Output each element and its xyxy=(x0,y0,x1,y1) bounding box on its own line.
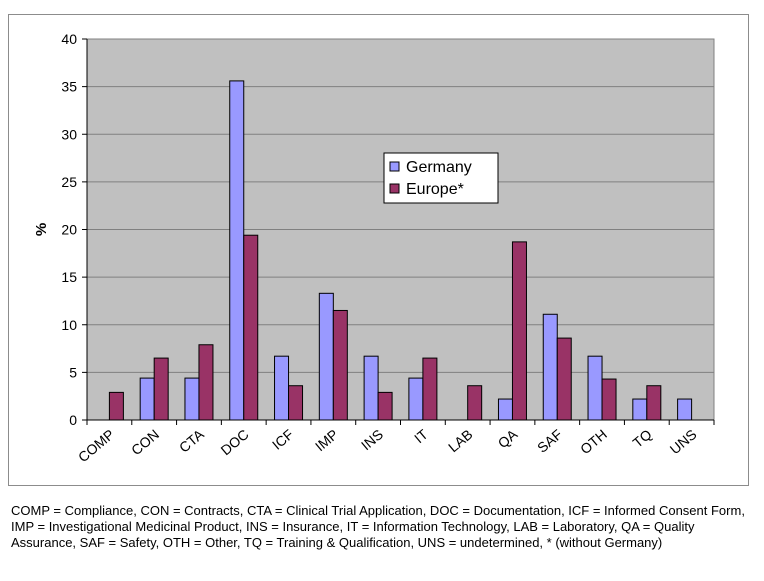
chart-caption: COMP = Compliance, CON = Contracts, CTA … xyxy=(11,503,745,550)
bar-germany-qa xyxy=(497,398,513,421)
legend-box xyxy=(383,152,499,204)
x-tick-label: CTA xyxy=(176,426,207,456)
bar-germany-it xyxy=(408,377,424,421)
bar-germany-con xyxy=(139,377,155,421)
y-tick-label: 15 xyxy=(61,269,77,285)
legend-label-germany: Germany xyxy=(406,159,472,176)
bar-europe-lab xyxy=(467,385,483,421)
bar-germany-uns xyxy=(677,398,693,421)
bar-europe-con xyxy=(153,357,169,421)
x-tick-label: TQ xyxy=(630,426,655,451)
y-tick-label: 30 xyxy=(61,126,77,142)
chart-frame: 0 5 10 15 20 25 30 35 40% COMP CON CTA DOC ICF IMP INS I… xyxy=(8,14,749,486)
x-tick-label: LAB xyxy=(445,426,476,455)
x-tick-label: UNS xyxy=(667,426,700,457)
bar-europe-tq xyxy=(646,385,662,421)
x-tick-label: ICF xyxy=(269,426,297,453)
y-tick-label: 40 xyxy=(61,31,77,47)
bar-europe-imp xyxy=(332,309,348,421)
y-tick-label: 35 xyxy=(61,79,77,95)
bar-europe-saf xyxy=(556,337,572,421)
bar-germany-doc xyxy=(229,80,245,421)
bar-europe-doc xyxy=(243,234,259,421)
x-tick-label: COMP xyxy=(75,426,117,465)
legend-swatch-germany xyxy=(389,161,400,172)
bar-germany-icf xyxy=(274,355,290,421)
bar-germany-imp xyxy=(318,292,334,421)
x-tick-label: SAF xyxy=(534,426,565,456)
x-tick-label: IMP xyxy=(312,426,341,454)
bar-europe-oth xyxy=(601,378,617,421)
x-tick-label: DOC xyxy=(218,426,252,458)
bar-germany-oth xyxy=(587,355,603,421)
x-tick-label: QA xyxy=(495,426,521,452)
x-tick-label: OTH xyxy=(577,426,610,457)
bar-europe-comp xyxy=(108,391,124,421)
y-axis-title: % xyxy=(33,223,50,236)
x-tick-label: CON xyxy=(128,426,162,458)
y-tick-label: 10 xyxy=(61,317,77,333)
bar-europe-icf xyxy=(288,385,304,421)
bar-germany-cta xyxy=(184,377,200,421)
legend-label-europe: Europe* xyxy=(406,181,464,198)
y-tick-label: 0 xyxy=(69,412,77,428)
bar-germany-ins xyxy=(363,355,379,421)
legend-swatch-europe xyxy=(389,183,400,194)
bar-europe-qa xyxy=(511,241,527,421)
bar-europe-it xyxy=(422,357,438,421)
x-tick-label: IT xyxy=(411,426,431,447)
bar-germany-saf xyxy=(542,313,558,421)
bar-chart: 0 5 10 15 20 25 30 35 40% COMP CON CTA DOC ICF IMP INS I… xyxy=(33,31,715,465)
y-tick-label: 5 xyxy=(69,364,77,380)
bar-europe-ins xyxy=(377,391,393,421)
x-tick-label: INS xyxy=(358,426,386,453)
bar-europe-cta xyxy=(198,344,214,421)
y-tick-label: 20 xyxy=(61,222,77,238)
bar-germany-tq xyxy=(632,398,648,421)
y-tick-label: 25 xyxy=(61,174,77,190)
